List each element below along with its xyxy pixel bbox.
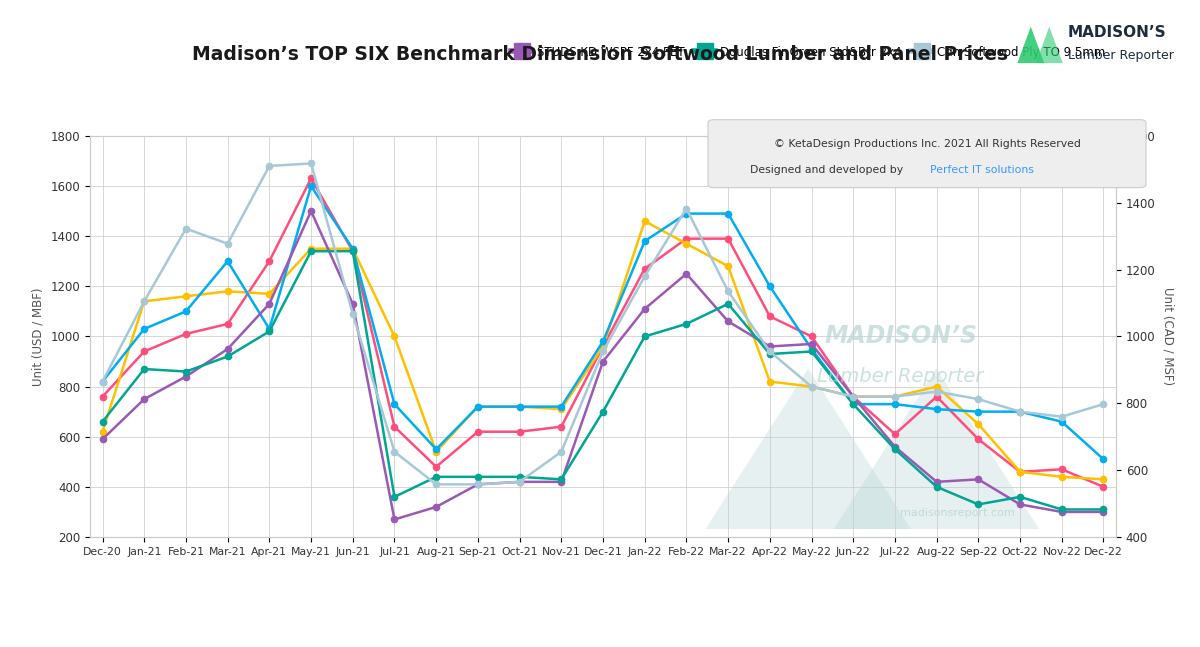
Text: Designed and developed by: Designed and developed by	[750, 164, 907, 175]
Text: © KetaDesign Productions Inc. 2021 All Rights Reserved: © KetaDesign Productions Inc. 2021 All R…	[774, 138, 1081, 149]
Text: Lumber Reporter: Lumber Reporter	[1068, 49, 1174, 62]
Text: MADISON’S: MADISON’S	[1068, 25, 1166, 41]
Text: December 2,: December 2,	[29, 36, 138, 51]
Polygon shape	[834, 369, 1039, 529]
Y-axis label: Unit (USD / MBF): Unit (USD / MBF)	[32, 287, 44, 386]
Text: Madison’s TOP SIX Benchmark Dimension Softwood Lumber and Panel Prices: Madison’s TOP SIX Benchmark Dimension So…	[192, 45, 1008, 65]
Polygon shape	[706, 369, 911, 529]
Text: MADISON’S: MADISON’S	[824, 324, 977, 349]
Text: 2022: 2022	[158, 36, 203, 51]
Legend: STUDS KD WSPF 2x4 PET, Douglas Fir Green Std&Btr 2x4, Cdn Softwood Ply TO 9.5mm: STUDS KD WSPF 2x4 PET, Douglas Fir Green…	[506, 41, 1110, 64]
Text: Perfect IT solutions: Perfect IT solutions	[930, 164, 1034, 175]
Text: Lumber Reporter: Lumber Reporter	[817, 367, 984, 386]
Text: madisonsreport.com: madisonsreport.com	[900, 508, 1014, 518]
Polygon shape	[1018, 27, 1044, 63]
Polygon shape	[1036, 27, 1063, 63]
Y-axis label: Unit (CAD / MSF): Unit (CAD / MSF)	[1162, 287, 1174, 386]
